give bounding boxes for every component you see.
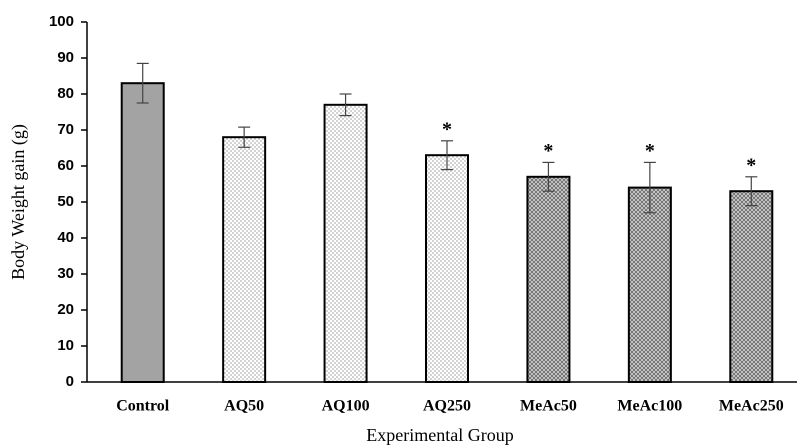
y-tick-label: 20: [57, 301, 74, 318]
x-tick-label: AQ100: [322, 398, 370, 415]
significance-mark: *: [645, 140, 655, 162]
x-tick-label: MeAc50: [520, 398, 577, 415]
y-tick-label: 100: [49, 13, 74, 30]
bar: [425, 154, 469, 383]
x-tick-label: AQ50: [224, 398, 264, 415]
significance-mark: *: [543, 140, 553, 162]
bar: [526, 175, 571, 383]
y-tick-label: 10: [57, 337, 74, 354]
x-tick-label: AQ250: [423, 398, 471, 415]
y-tick-label: 70: [57, 121, 74, 138]
error-bar: [136, 62, 149, 104]
y-tick-label: 60: [57, 157, 74, 174]
y-tick-label: 50: [57, 193, 74, 210]
error-bar: [643, 161, 656, 214]
x-tick-label: MeAc100: [617, 398, 682, 415]
error-bar: [441, 140, 453, 171]
y-tick-label: 40: [57, 229, 74, 246]
y-tick-label: 80: [57, 85, 74, 102]
bar: [323, 103, 368, 384]
y-axis-title: Body Weight gain (g): [8, 124, 29, 280]
significance-mark: *: [442, 118, 452, 140]
error-bar: [542, 161, 555, 192]
significance-mark: *: [746, 154, 756, 176]
error-bar: [745, 176, 758, 207]
error-bar: [339, 93, 352, 117]
y-tick-label: 90: [57, 49, 74, 66]
bar: [120, 82, 165, 383]
x-axis-title: Experimental Group: [366, 425, 513, 445]
y-tick-label: 0: [66, 373, 74, 390]
bar: [729, 190, 774, 383]
bar: [627, 186, 672, 383]
x-tick-label: Control: [116, 398, 170, 415]
y-tick-label: 30: [57, 265, 74, 282]
x-tick-label: MeAc250: [719, 398, 784, 415]
error-bar: [238, 126, 251, 148]
bar: [222, 136, 267, 383]
